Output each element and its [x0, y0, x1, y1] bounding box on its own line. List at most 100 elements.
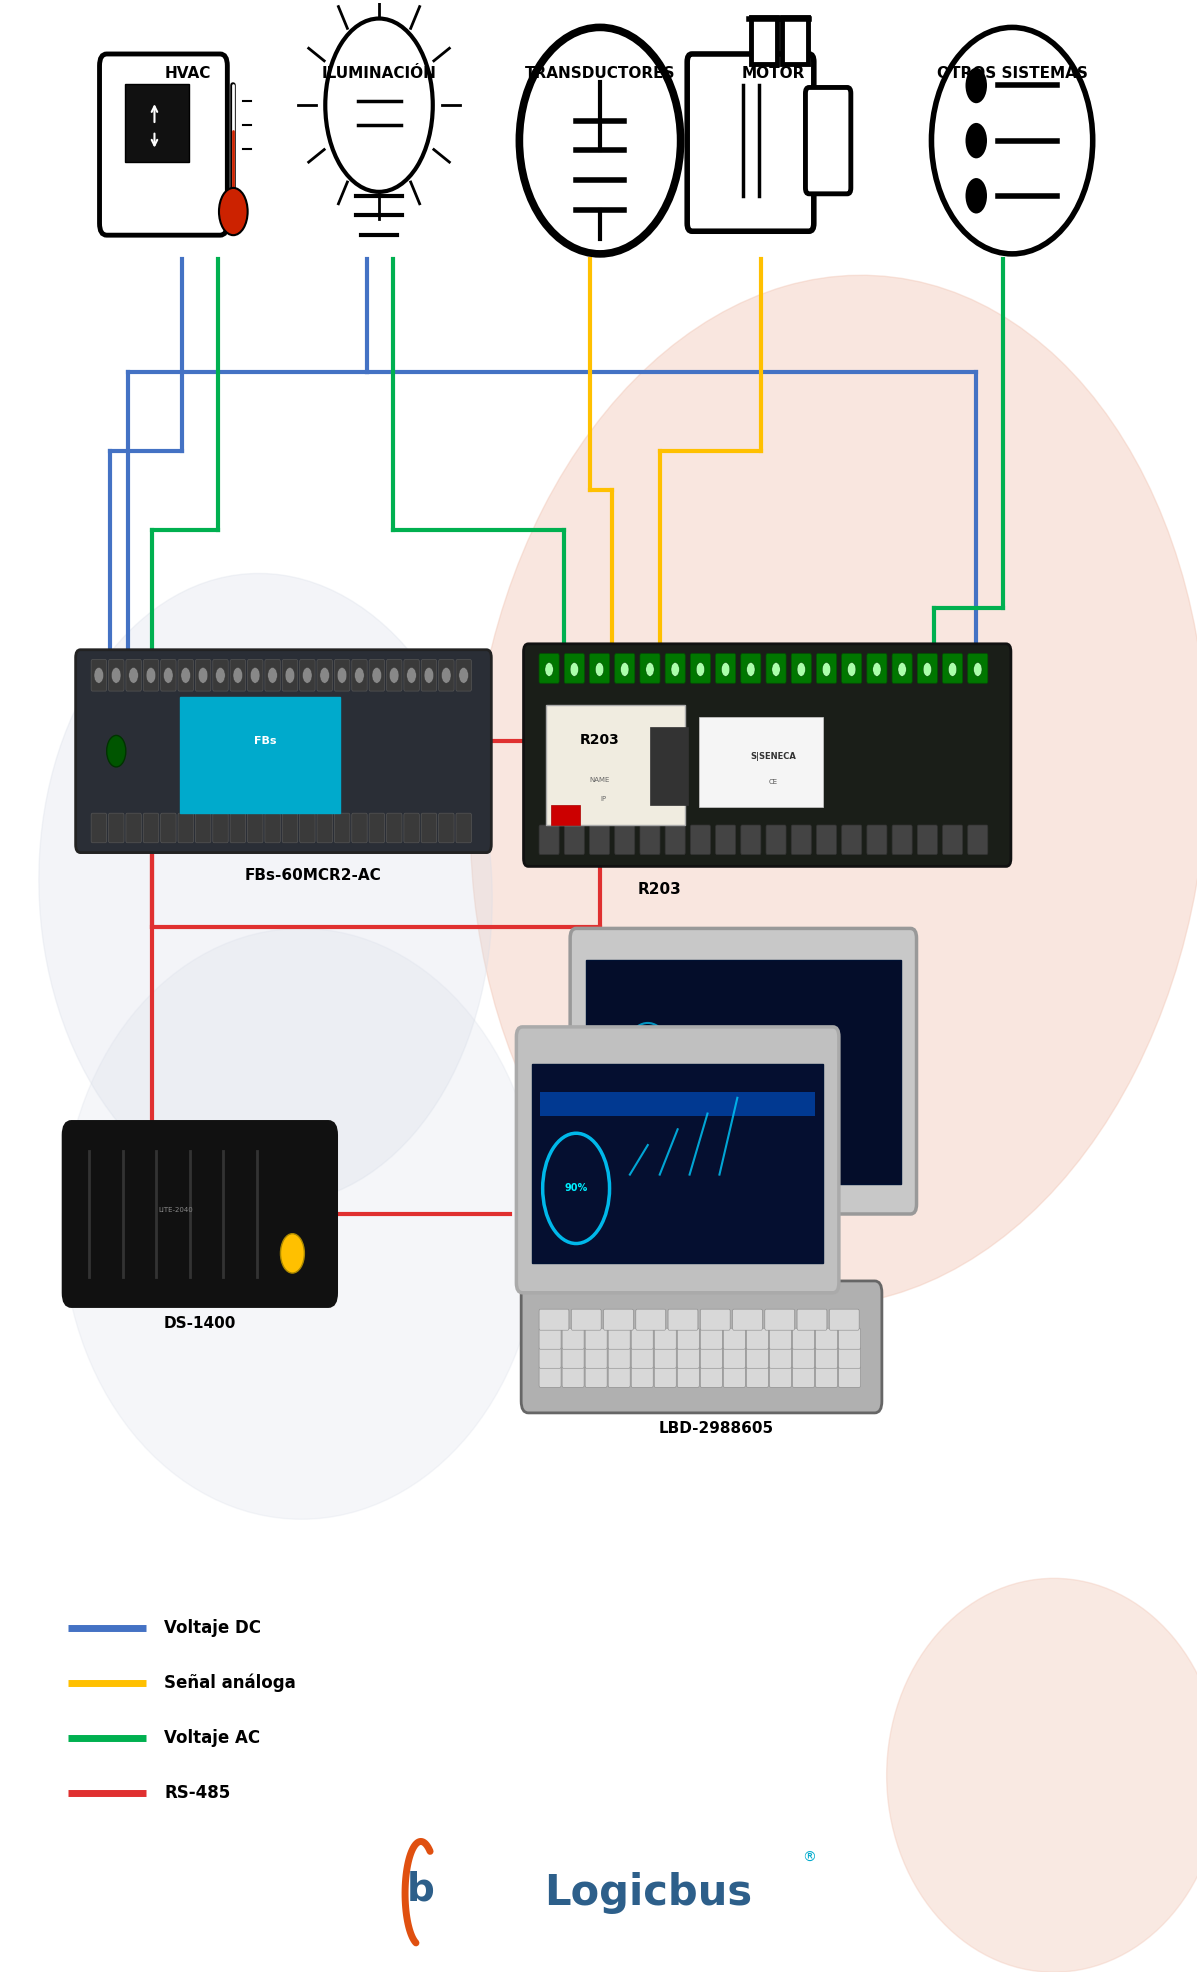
FancyBboxPatch shape	[690, 826, 710, 855]
FancyBboxPatch shape	[551, 806, 580, 826]
Circle shape	[746, 662, 755, 675]
FancyBboxPatch shape	[539, 826, 559, 855]
FancyBboxPatch shape	[724, 1367, 745, 1386]
FancyBboxPatch shape	[640, 654, 660, 683]
FancyBboxPatch shape	[161, 660, 176, 691]
FancyBboxPatch shape	[654, 1367, 677, 1386]
FancyBboxPatch shape	[586, 1347, 607, 1369]
Circle shape	[797, 662, 805, 675]
Circle shape	[545, 662, 553, 675]
Text: MOTOR: MOTOR	[742, 65, 805, 81]
Ellipse shape	[325, 18, 433, 192]
FancyBboxPatch shape	[967, 826, 988, 855]
Circle shape	[898, 662, 906, 675]
FancyBboxPatch shape	[967, 654, 988, 683]
FancyBboxPatch shape	[282, 814, 298, 843]
FancyBboxPatch shape	[791, 654, 811, 683]
FancyBboxPatch shape	[701, 1309, 730, 1331]
FancyBboxPatch shape	[564, 654, 584, 683]
FancyBboxPatch shape	[317, 814, 332, 843]
Text: R203: R203	[638, 883, 682, 897]
Text: R203: R203	[580, 733, 620, 747]
FancyBboxPatch shape	[942, 826, 962, 855]
FancyBboxPatch shape	[370, 660, 384, 691]
Circle shape	[407, 668, 416, 683]
FancyBboxPatch shape	[456, 814, 472, 843]
Text: 90%: 90%	[564, 1183, 588, 1193]
Circle shape	[948, 662, 956, 675]
Circle shape	[772, 662, 780, 675]
FancyBboxPatch shape	[866, 826, 887, 855]
Text: Voltaje AC: Voltaje AC	[164, 1728, 260, 1746]
FancyBboxPatch shape	[178, 660, 193, 691]
FancyBboxPatch shape	[665, 654, 685, 683]
FancyBboxPatch shape	[521, 1282, 882, 1412]
FancyBboxPatch shape	[212, 814, 228, 843]
FancyBboxPatch shape	[740, 654, 761, 683]
FancyBboxPatch shape	[917, 826, 937, 855]
Text: ILUMINACIÓN: ILUMINACIÓN	[322, 65, 437, 81]
FancyBboxPatch shape	[917, 654, 937, 683]
Circle shape	[671, 662, 679, 675]
FancyBboxPatch shape	[792, 1367, 815, 1386]
FancyBboxPatch shape	[586, 1367, 607, 1386]
Text: CE: CE	[769, 778, 778, 784]
FancyBboxPatch shape	[649, 1066, 660, 1155]
Circle shape	[847, 662, 856, 675]
FancyBboxPatch shape	[386, 814, 402, 843]
Circle shape	[721, 662, 730, 675]
Circle shape	[181, 668, 191, 683]
FancyBboxPatch shape	[335, 660, 350, 691]
Ellipse shape	[470, 275, 1200, 1305]
Text: S|SENECA: S|SENECA	[750, 752, 796, 760]
FancyBboxPatch shape	[523, 644, 1010, 867]
FancyBboxPatch shape	[562, 1347, 584, 1369]
FancyBboxPatch shape	[781, 16, 808, 63]
Circle shape	[389, 668, 398, 683]
FancyBboxPatch shape	[539, 654, 559, 683]
FancyBboxPatch shape	[247, 814, 263, 843]
FancyBboxPatch shape	[654, 1329, 677, 1349]
FancyBboxPatch shape	[769, 1347, 792, 1369]
FancyBboxPatch shape	[665, 826, 685, 855]
FancyBboxPatch shape	[539, 1367, 562, 1386]
Circle shape	[923, 662, 931, 675]
FancyBboxPatch shape	[76, 650, 491, 853]
FancyBboxPatch shape	[282, 660, 298, 691]
FancyBboxPatch shape	[456, 660, 472, 691]
FancyBboxPatch shape	[700, 717, 823, 808]
FancyBboxPatch shape	[143, 814, 158, 843]
Circle shape	[163, 668, 173, 683]
FancyBboxPatch shape	[766, 826, 786, 855]
Circle shape	[372, 668, 382, 683]
FancyBboxPatch shape	[126, 660, 142, 691]
FancyBboxPatch shape	[300, 660, 316, 691]
FancyBboxPatch shape	[764, 1309, 794, 1331]
FancyBboxPatch shape	[839, 1329, 860, 1349]
Ellipse shape	[38, 573, 492, 1205]
Circle shape	[570, 662, 578, 675]
FancyBboxPatch shape	[839, 1367, 860, 1386]
FancyBboxPatch shape	[816, 1367, 838, 1386]
FancyBboxPatch shape	[404, 814, 419, 843]
FancyBboxPatch shape	[701, 1329, 722, 1349]
Circle shape	[146, 668, 156, 683]
FancyBboxPatch shape	[636, 1309, 666, 1331]
FancyBboxPatch shape	[608, 1347, 630, 1369]
Ellipse shape	[887, 1578, 1200, 1973]
FancyBboxPatch shape	[539, 1309, 569, 1331]
FancyBboxPatch shape	[100, 53, 227, 235]
Ellipse shape	[931, 28, 1093, 255]
Circle shape	[966, 178, 986, 213]
FancyBboxPatch shape	[654, 1347, 677, 1369]
FancyBboxPatch shape	[532, 1065, 823, 1264]
Circle shape	[268, 668, 277, 683]
Ellipse shape	[528, 41, 672, 239]
Circle shape	[216, 668, 226, 683]
Circle shape	[218, 188, 247, 235]
FancyBboxPatch shape	[571, 1309, 601, 1331]
Text: NAME: NAME	[590, 776, 610, 782]
Text: HVAC: HVAC	[164, 65, 211, 81]
FancyBboxPatch shape	[604, 1309, 634, 1331]
FancyBboxPatch shape	[841, 654, 862, 683]
